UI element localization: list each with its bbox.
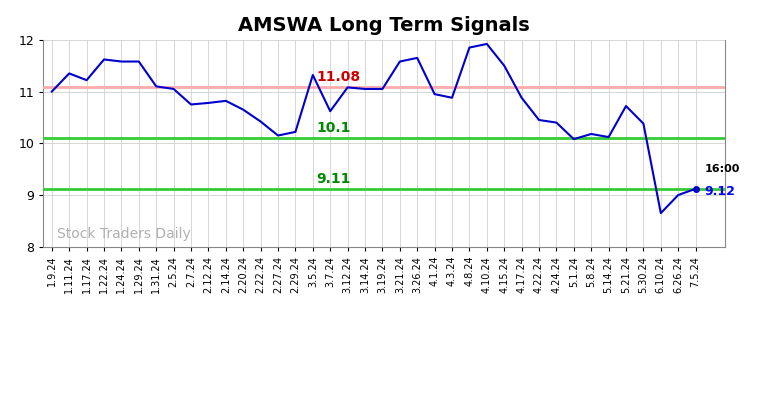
Title: AMSWA Long Term Signals: AMSWA Long Term Signals — [238, 16, 530, 35]
Text: 10.1: 10.1 — [316, 121, 350, 135]
Text: 16:00: 16:00 — [704, 164, 739, 174]
Text: Stock Traders Daily: Stock Traders Daily — [57, 226, 191, 240]
Text: 9.11: 9.11 — [316, 172, 350, 186]
Text: 9.12: 9.12 — [704, 185, 735, 198]
Text: 11.08: 11.08 — [316, 70, 361, 84]
